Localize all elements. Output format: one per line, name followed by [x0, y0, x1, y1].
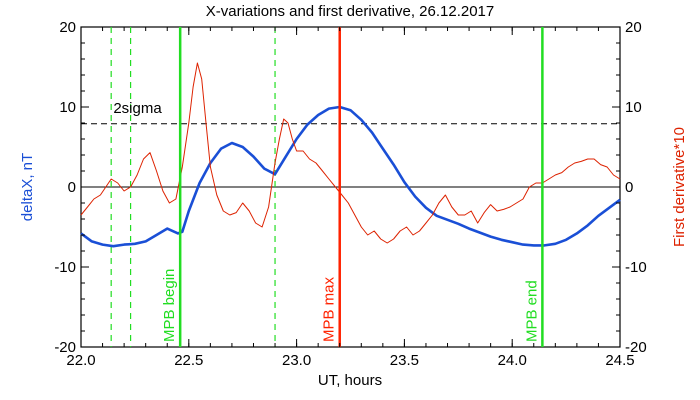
- chart-title: X-variations and first derivative, 26.12…: [206, 3, 495, 20]
- series-line-deltax: [80, 105, 621, 248]
- marker-label-1: MPB max: [321, 276, 338, 342]
- x-tick-label-4: 24.0: [498, 352, 527, 369]
- marker-label-2: MPB end: [523, 280, 540, 342]
- x-tick-label-0: 22.0: [66, 352, 95, 369]
- series-line-derivative: [80, 62, 621, 244]
- y-tick-label-right-2: 0: [625, 179, 633, 196]
- right-axis-label: First derivative*10: [671, 127, 688, 247]
- x-axis-label: UT, hours: [318, 372, 382, 389]
- threshold-label: 2sigma: [113, 100, 162, 117]
- chart-labels: 2sigma MPB begin MPB max MPB end 22.0 22.5 23.…: [54, 19, 646, 369]
- left-axis-label: deltaX, nT: [19, 153, 36, 221]
- marker-label-0: MPB begin: [161, 269, 178, 342]
- y-tick-label-left-3: -10: [54, 259, 76, 276]
- y-tick-label-right-4: -20: [625, 339, 647, 356]
- y-tick-label-right-0: 20: [625, 19, 642, 36]
- y-tick-label-left-2: 0: [68, 179, 76, 196]
- x-tick-label-3: 23.5: [390, 352, 419, 369]
- x-tick-label-5: 24.5: [605, 352, 634, 369]
- chart-lines: [80, 27, 621, 347]
- x-tick-label-1: 22.5: [174, 352, 203, 369]
- y-tick-label-left-4: -20: [54, 339, 76, 356]
- y-tick-label-left-1: 10: [59, 99, 76, 116]
- y-tick-label-left-0: 20: [59, 19, 76, 36]
- y-tick-label-right-1: 10: [625, 99, 642, 116]
- x-tick-label-2: 23.0: [282, 352, 311, 369]
- y-tick-label-right-3: -10: [625, 259, 647, 276]
- chart-ticks: [80, 26, 621, 348]
